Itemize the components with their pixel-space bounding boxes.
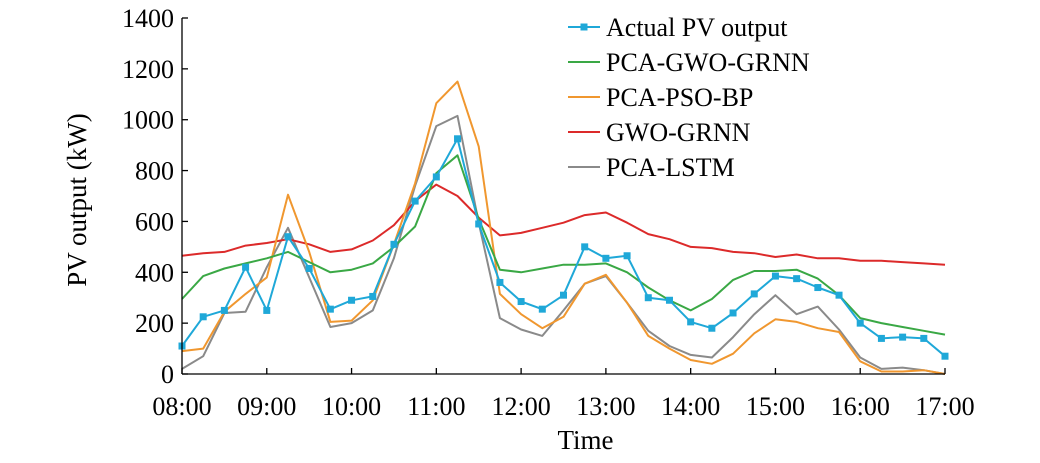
data-point <box>920 334 928 342</box>
y-tick-label: 1000 <box>122 106 174 135</box>
y-tick-label: 400 <box>135 258 174 287</box>
series-line-1 <box>181 154 946 336</box>
data-point <box>581 243 589 251</box>
data-point <box>835 291 843 299</box>
data-point <box>348 296 356 304</box>
data-point <box>475 220 483 228</box>
data-point <box>242 263 250 271</box>
data-point <box>369 292 377 300</box>
data-point <box>750 290 758 298</box>
data-point <box>771 272 779 280</box>
data-point <box>856 319 864 327</box>
data-point <box>665 296 673 304</box>
data-point <box>644 294 652 302</box>
x-tick-label: 12:00 <box>491 392 550 421</box>
series-layer <box>178 80 949 375</box>
y-tick-label: 600 <box>135 207 174 236</box>
x-tick-label: 08:00 <box>152 392 211 421</box>
series-line-2 <box>181 80 946 375</box>
data-point <box>899 333 907 341</box>
y-tick-label: 1200 <box>122 55 174 84</box>
y-tick-label: 0 <box>161 360 174 389</box>
x-tick-label: 13:00 <box>576 392 635 421</box>
legend-label: Actual PV output <box>606 13 788 42</box>
data-point <box>941 352 949 360</box>
legend-label: PCA-LSTM <box>606 153 735 182</box>
data-point <box>560 291 567 299</box>
data-point <box>454 135 462 143</box>
data-point <box>411 197 419 205</box>
y-axis-ticks: 0 200 400 600 800 1000 1200 1400 <box>122 4 188 389</box>
data-point <box>814 284 822 292</box>
x-tick-label: 16:00 <box>831 392 890 421</box>
data-point <box>284 233 292 241</box>
x-axis-title: Time <box>557 425 613 455</box>
data-point <box>496 278 504 286</box>
data-point <box>877 334 885 342</box>
legend-label: PCA-PSO-BP <box>606 83 753 112</box>
series-line-4 <box>181 114 946 375</box>
y-tick-label: 1400 <box>122 4 174 33</box>
data-point <box>687 318 695 326</box>
legend-label: PCA-GWO-GRNN <box>606 48 810 77</box>
legend-marker <box>580 23 588 31</box>
data-point <box>517 298 525 306</box>
y-tick-label: 200 <box>135 309 174 338</box>
legend-label: GWO-GRNN <box>606 118 751 147</box>
data-point <box>263 306 271 314</box>
data-point <box>729 309 737 317</box>
x-tick-label: 09:00 <box>237 392 296 421</box>
x-tick-label: 11:00 <box>407 392 465 421</box>
y-axis-title: PV output (kW) <box>62 113 92 287</box>
y-tick-label: 800 <box>135 157 174 186</box>
data-point <box>305 264 313 272</box>
data-point <box>220 306 228 314</box>
x-tick-label: 17:00 <box>915 392 974 421</box>
data-point <box>708 324 716 332</box>
data-point <box>793 275 801 283</box>
x-axis-ticks: 08:00 09:00 10:00 11:00 12:00 13:00 14:00 15:00… <box>152 368 975 421</box>
x-tick-label: 14:00 <box>661 392 720 421</box>
data-point <box>326 305 334 313</box>
data-point <box>390 240 398 248</box>
x-tick-label: 10:00 <box>322 392 381 421</box>
data-point <box>602 254 610 262</box>
data-point <box>432 173 440 181</box>
legend: Actual PV output PCA-GWO-GRNN PCA-PSO-BP GW… <box>568 13 810 182</box>
x-tick-label: 15:00 <box>746 392 805 421</box>
data-point <box>623 252 631 260</box>
data-point <box>538 305 546 313</box>
series-line-3 <box>181 183 946 266</box>
data-point <box>199 313 207 321</box>
